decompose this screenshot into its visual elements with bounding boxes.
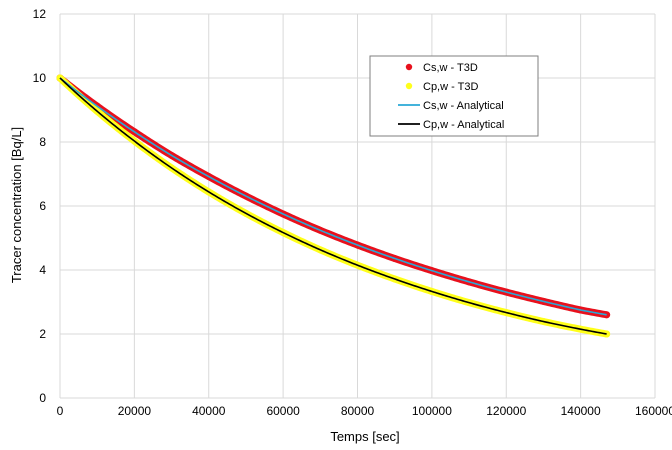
y-tick-label: 4 [39, 263, 46, 277]
x-tick-label: 120000 [486, 404, 526, 418]
x-tick-label: 60000 [266, 404, 300, 418]
legend-box [369, 55, 539, 137]
y-tick-label: 2 [39, 327, 46, 341]
legend-label: Cs,w - T3D [423, 62, 478, 74]
x-tick-label: 80000 [341, 404, 375, 418]
legend-label: Cp,w - Analytical [423, 119, 504, 131]
series-layer [56, 74, 611, 338]
legend-marker [405, 63, 413, 71]
y-tick-label: 12 [33, 7, 47, 21]
y-tick-label: 10 [33, 71, 47, 85]
series-line [59, 77, 607, 335]
x-tick-label: 140000 [561, 404, 601, 418]
tick-labels: 0 20000 40000 60000 80000 100000 120000 140000 1… [33, 7, 672, 418]
grid [59, 13, 656, 399]
x-tick-label: 20000 [118, 404, 152, 418]
x-axis-label: Temps [sec] [330, 429, 399, 444]
legend-label: Cs,w - Analytical [423, 100, 504, 112]
x-tick-label: 0 [57, 404, 64, 418]
y-tick-label: 8 [39, 135, 46, 149]
legend: Cs,w - T3D Cp,w - T3D Cs,w - Analytical Cp,… [369, 55, 539, 137]
legend-label: Cp,w - T3D [423, 81, 478, 93]
y-tick-label: 0 [39, 391, 46, 405]
x-tick-label: 100000 [412, 404, 452, 418]
y-tick-label: 6 [39, 199, 46, 213]
series-line [59, 77, 607, 316]
x-tick-label: 160000 [635, 404, 672, 418]
x-tick-label: 40000 [192, 404, 226, 418]
y-axis-label: Tracer concentration [Bq/L] [9, 127, 24, 283]
legend-marker [405, 82, 413, 90]
